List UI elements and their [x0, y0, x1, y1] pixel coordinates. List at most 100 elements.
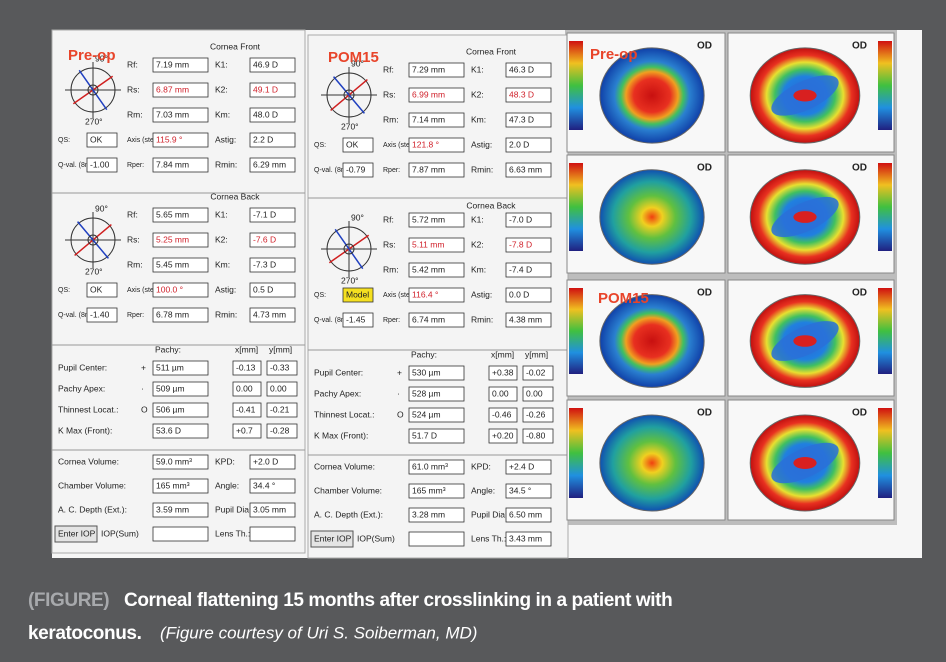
- field-label: Rmin:: [471, 314, 493, 324]
- section-title: Cornea Back: [466, 200, 516, 210]
- button-label[interactable]: Enter IOP: [314, 533, 352, 543]
- button-label[interactable]: Enter IOP: [58, 528, 96, 538]
- value: 0.5 D: [253, 284, 273, 294]
- value-box: [408, 386, 465, 402]
- value: 6.74 mm: [412, 314, 445, 324]
- value-box: [249, 157, 296, 173]
- value-box: [249, 232, 296, 248]
- value-box: [232, 381, 262, 397]
- value: 116.4 °: [412, 289, 438, 299]
- value: 7.19 mm: [156, 59, 189, 69]
- field-label: Astig:: [471, 139, 492, 149]
- value: 0.0 D: [509, 289, 529, 299]
- value: 4.38 mm: [509, 314, 542, 324]
- value: 5.45 mm: [156, 259, 189, 269]
- value-box: [408, 262, 465, 278]
- marker: ·: [397, 388, 400, 398]
- value-box: [505, 483, 552, 499]
- field-label: A. C. Depth (Ext.):: [314, 509, 383, 519]
- value-box: [249, 526, 296, 542]
- value-box: [408, 428, 465, 444]
- value: -0.80: [526, 430, 546, 440]
- value: -1.45: [346, 314, 366, 324]
- value: 0.00: [236, 383, 253, 393]
- button[interactable]: [310, 530, 354, 548]
- value-box: [152, 132, 209, 148]
- value-box: [232, 402, 262, 418]
- caption-text: Corneal flattening 15 months after cross…: [124, 590, 672, 611]
- eye-label: OD: [852, 408, 867, 419]
- value-box: [152, 526, 209, 542]
- field-label: Rper:: [383, 317, 400, 324]
- value: +0.7: [236, 425, 253, 435]
- value-box: [408, 62, 465, 78]
- field-label: K2:: [471, 89, 484, 99]
- value-box: [505, 87, 552, 103]
- field-label: Q-val. (8mm): [58, 312, 99, 319]
- value: 34.4 °: [253, 480, 275, 490]
- eye-label: OD: [852, 163, 867, 174]
- field-label: KPD:: [215, 456, 235, 466]
- caption-text: keratoconus.: [28, 623, 141, 644]
- value: 5.42 mm: [412, 264, 445, 274]
- field-label: Rm:: [383, 114, 399, 124]
- field-label: Rs:: [383, 89, 396, 99]
- column-header: Pachy:: [155, 344, 181, 354]
- value: 61.0 mm³: [412, 461, 448, 471]
- value: 7.03 mm: [156, 109, 189, 119]
- value-box: [505, 312, 552, 328]
- value-box: [408, 162, 465, 178]
- value: 47.3 D: [509, 114, 534, 124]
- eye-label: OD: [852, 288, 867, 299]
- marker: +: [397, 367, 402, 377]
- eye-label: OD: [697, 288, 712, 299]
- value: OK: [90, 284, 103, 294]
- value-box: [152, 454, 209, 470]
- value-box: [408, 237, 465, 253]
- value-box: [249, 257, 296, 273]
- value: 34.5 °: [509, 485, 531, 495]
- value-box: [152, 282, 209, 298]
- flat-axis: [76, 221, 110, 259]
- value-box: [86, 157, 118, 173]
- value-box: [505, 137, 552, 153]
- value: 165 mm³: [156, 480, 190, 490]
- value-box: [152, 307, 209, 323]
- field-label: A. C. Depth (Ext.):: [58, 504, 127, 514]
- value: 528 µm: [412, 388, 441, 398]
- value: 48.0 D: [253, 109, 278, 119]
- value: -0.79: [346, 164, 366, 174]
- value: 6.78 mm: [156, 309, 189, 319]
- value-box: [342, 137, 374, 153]
- button[interactable]: [54, 525, 98, 543]
- value-box: [152, 107, 209, 123]
- value: -7.1 D: [253, 209, 276, 219]
- column-header: x[mm]: [235, 344, 258, 354]
- field-label: Km:: [215, 109, 230, 119]
- value-box: [505, 262, 552, 278]
- value: -7.8 D: [509, 239, 532, 249]
- marker: ·: [141, 383, 144, 393]
- value-box: [408, 287, 465, 303]
- value: 53.6 D: [156, 425, 181, 435]
- value-box: [505, 237, 552, 253]
- value: 2.0 D: [509, 139, 529, 149]
- value-box: [408, 312, 465, 328]
- field-label: K Max (Front):: [314, 430, 368, 440]
- field-label: Astig:: [215, 134, 236, 144]
- value: 0.00: [526, 388, 543, 398]
- value-box: [408, 87, 465, 103]
- value-box: [152, 423, 209, 439]
- value: 46.9 D: [253, 59, 278, 69]
- field-label: QS:: [314, 142, 326, 149]
- value: 4.73 mm: [253, 309, 286, 319]
- value: 5.72 mm: [412, 214, 445, 224]
- value: -7.0 D: [509, 214, 532, 224]
- value-box: [342, 312, 374, 328]
- value-box: [86, 307, 118, 323]
- value-box: [505, 287, 552, 303]
- value-box: [522, 386, 554, 402]
- value: +2.4 D: [509, 461, 534, 471]
- value: 3.05 mm: [253, 504, 286, 514]
